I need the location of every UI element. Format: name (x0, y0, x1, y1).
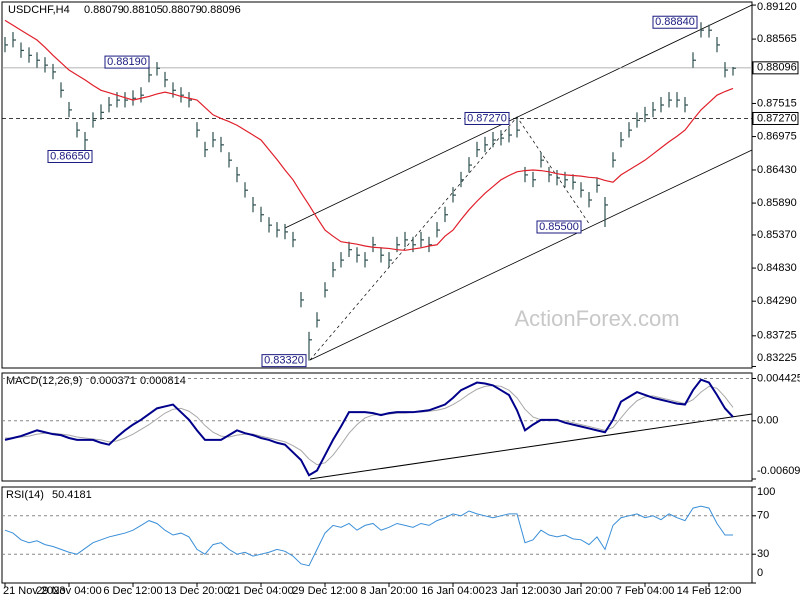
annotation-label: 0.86650 (50, 150, 90, 162)
y-tick-label: 0.88565 (757, 33, 797, 45)
y-tick-label: 0.85370 (757, 229, 797, 241)
y-tick-label: 0.004425 (757, 372, 800, 384)
header: USDCHF,H4 0.88079 0.88105 0.88079 0.8809… (8, 4, 241, 16)
annotation-label: 0.88840 (655, 16, 695, 28)
symbol: USDCHF,H4 (8, 4, 70, 16)
y-tick-label: 0.86975 (757, 130, 797, 142)
annotation-box (536, 220, 582, 234)
x-tick-label: 7 Feb 04:00 (616, 585, 675, 597)
macd-panel (1, 372, 753, 482)
y-tick-label: 0.89120 (757, 1, 797, 13)
price-box (752, 111, 799, 125)
macd-signal-value: 0.000814 (140, 375, 186, 387)
x-tick-label: 29 Dec 12:00 (292, 585, 357, 597)
last-high: 0.88105 (123, 4, 163, 16)
y-tick-label: -0.006092 (757, 465, 800, 477)
x-tick-label: 14 Feb 12:00 (677, 585, 742, 597)
channel-upper (284, 4, 753, 229)
annotation-label: 0.85500 (539, 221, 579, 233)
macd-value: 0.000371 (90, 375, 136, 387)
annotation-label: 0.88190 (107, 56, 147, 68)
y-tick-label: 0.84290 (757, 295, 797, 307)
price-box (752, 61, 799, 75)
watermark: ActionForex.com (514, 306, 679, 331)
rsi-value: 50.4181 (52, 489, 92, 501)
y-tick-label: 0.85890 (757, 197, 797, 209)
channel-lower (309, 149, 753, 361)
y-tick-label: 0.84830 (757, 262, 797, 274)
swing-guide (309, 116, 591, 361)
y-tick-label: 0.00 (757, 415, 778, 427)
x-tick-label: 21 Dec 04:00 (228, 585, 293, 597)
last-open: 0.88079 (84, 4, 124, 16)
x-tick-label: 16 Jan 04:00 (421, 585, 485, 597)
macd-line (4, 378, 734, 477)
rsi-title: RSI(14) (6, 489, 44, 501)
x-tick-label: 13 Dec 20:00 (164, 585, 229, 597)
annotation-box (47, 149, 93, 163)
macd-title: MACD(12,26,9) (6, 375, 82, 387)
rsi-line (4, 505, 733, 567)
y-tick-label: 70 (757, 510, 769, 522)
signal-line (5, 384, 734, 466)
y-tick-label: 0.83725 (757, 330, 797, 342)
last-low: 0.88079 (162, 4, 202, 16)
rsi-panel (1, 486, 753, 584)
x-tick-label: 6 Dec 12:00 (103, 585, 162, 597)
x-tick-label: 23 Jan 12:00 (485, 585, 549, 597)
y-tick-label: 0.86430 (757, 164, 797, 176)
annotation-label: 0.87270 (467, 112, 507, 124)
y-tick-label: 0 (757, 567, 763, 579)
last-close: 0.88096 (201, 4, 241, 16)
x-tick-label: 30 Jan 20:00 (549, 585, 613, 597)
macd-trendline (309, 413, 753, 480)
x-tick-label: 21 Nov 2023 (3, 585, 65, 597)
y-tick-label: 100 (757, 486, 775, 498)
y-tick-label: 0.83225 (757, 352, 797, 364)
price-panel (1, 1, 753, 369)
annotation-label: 0.83320 (264, 355, 304, 367)
annotation-box (652, 15, 698, 29)
price-box-label: 0.87270 (757, 112, 797, 124)
annotation-box (104, 55, 150, 69)
price-box-label: 0.88096 (757, 62, 797, 74)
x-tick-label: 8 Jan 20:00 (360, 585, 418, 597)
annotation-box (464, 111, 510, 125)
y-tick-label: 30 (757, 548, 769, 560)
y-tick-label: 0.87515 (757, 97, 797, 109)
annotation-box (261, 354, 307, 368)
x-tick-label: 29 Nov 04:00 (36, 585, 101, 597)
moving-average (4, 19, 734, 251)
